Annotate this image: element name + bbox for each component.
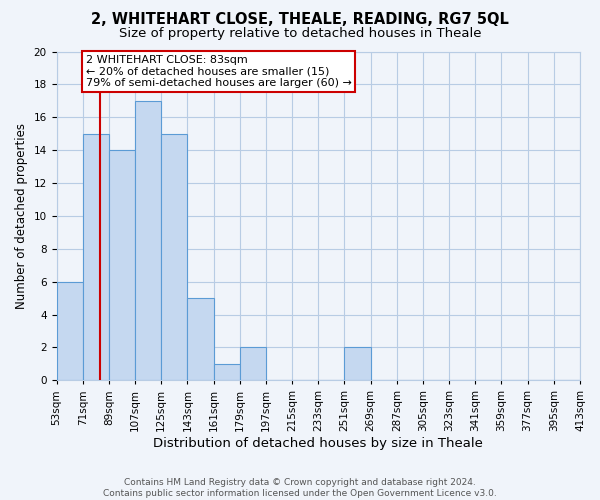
Bar: [161, 134, 187, 380]
Bar: [214, 364, 240, 380]
Y-axis label: Number of detached properties: Number of detached properties: [15, 123, 28, 309]
Text: Contains HM Land Registry data © Crown copyright and database right 2024.
Contai: Contains HM Land Registry data © Crown c…: [103, 478, 497, 498]
Text: Size of property relative to detached houses in Theale: Size of property relative to detached ho…: [119, 28, 481, 40]
Bar: [240, 348, 266, 380]
Bar: [56, 282, 83, 380]
Bar: [109, 150, 135, 380]
X-axis label: Distribution of detached houses by size in Theale: Distribution of detached houses by size …: [154, 437, 483, 450]
Bar: [83, 134, 109, 380]
Bar: [187, 298, 214, 380]
Bar: [344, 348, 371, 380]
Text: 2 WHITEHART CLOSE: 83sqm
← 20% of detached houses are smaller (15)
79% of semi-d: 2 WHITEHART CLOSE: 83sqm ← 20% of detach…: [86, 55, 352, 88]
Text: 2, WHITEHART CLOSE, THEALE, READING, RG7 5QL: 2, WHITEHART CLOSE, THEALE, READING, RG7…: [91, 12, 509, 28]
Bar: [135, 101, 161, 380]
